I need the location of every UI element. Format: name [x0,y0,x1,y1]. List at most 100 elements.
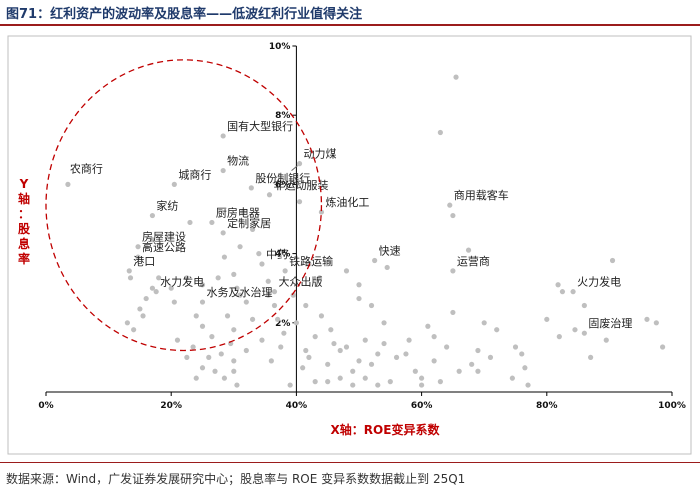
data-point [350,368,356,374]
x-tick-label: 20% [160,401,182,411]
data-point [419,382,425,388]
data-point [318,313,325,319]
labeled-point [153,289,159,295]
x-tick-label: 80% [536,401,558,411]
data-point [199,365,206,371]
data-point [306,261,312,267]
data-point [469,361,475,367]
point-label: 农商行 [70,161,103,175]
data-point [519,351,525,357]
data-point [465,247,472,253]
point-label: 高速公路 [142,240,186,254]
data-point [312,334,318,340]
data-point [375,382,381,388]
point-label: 定制家居 [227,216,271,230]
point-label: 水力发电 [160,275,204,289]
data-point [184,354,190,360]
data-point [140,313,146,319]
data-point [265,292,271,298]
point-label: 火力发电 [577,275,621,289]
data-point [368,302,375,309]
data-point [231,327,237,333]
x-tick-label: 40% [286,401,308,411]
y-axis-title-char: 轴 [18,191,30,206]
data-point [393,354,400,360]
data-point [337,375,343,381]
point-label: 动力煤 [304,148,337,161]
x-tick-label: 60% [411,401,433,411]
data-point [231,358,237,364]
data-point [199,323,206,329]
data-point [406,337,412,343]
data-point [224,313,231,319]
data-point [660,344,666,350]
data-point [212,368,218,374]
point-label: 炼油化工 [325,195,369,209]
labeled-point [220,230,226,236]
data-point [149,237,156,243]
data-point [275,316,281,322]
point-label: 国有大型银行 [227,119,293,133]
data-point [387,379,393,385]
data-point [281,330,287,336]
data-point [487,354,494,360]
data-point [325,379,331,385]
y-tick-label: 10% [269,42,291,52]
data-point [481,320,487,326]
data-point [437,379,443,385]
data-point [306,354,312,360]
labeled-point [199,299,206,305]
point-label: 商用载客车 [454,188,509,202]
x-tick-label: 100% [658,401,686,411]
data-point [237,292,243,298]
figure-title: 图71：红利资产的波动率及股息率——低波红利行业值得关注 [6,7,363,22]
data-point [193,313,199,319]
title-rule [0,24,700,26]
source-note: 数据来源：Wind，广发证券发展研究中心；股息率与 ROE 变异系数数据截止到 … [6,472,466,486]
data-point [559,289,566,295]
leader-line [291,165,298,172]
data-point [243,299,249,305]
y-tick-label: 8% [275,111,290,121]
data-point [437,129,443,136]
point-label: 运营商 [457,254,490,268]
data-point [243,347,249,354]
labeled-point [248,185,254,191]
data-point [368,361,375,367]
data-point [337,347,343,354]
data-point [300,365,306,371]
data-point [296,199,303,205]
labeled-point [447,202,453,208]
data-point [450,212,456,219]
data-point [209,334,215,340]
y-axis-title-char: Y [19,177,29,191]
labeled-point [220,167,226,174]
labeled-point [318,209,325,215]
data-point [199,282,206,288]
labeled-point [149,212,156,219]
labeled-point [135,254,141,260]
labeled-point [135,244,141,250]
data-point [444,344,450,350]
data-point [325,361,331,367]
point-label: 股份制银行 [255,171,310,185]
data-point [581,302,587,309]
labeled-point [259,261,265,267]
data-point [331,340,337,347]
point-label: 快速 [379,245,401,258]
data-point [431,334,437,340]
data-point [303,302,309,309]
point-label: 中药 [266,248,288,261]
data-point [381,340,387,347]
y-axis-title-char: 率 [18,251,30,266]
data-point [653,320,659,326]
data-point [240,209,246,215]
data-point [127,275,134,281]
data-point [362,337,368,343]
data-point [425,323,431,329]
data-point [131,327,137,333]
data-point [290,292,296,298]
data-point [206,354,212,360]
labeled-point [266,192,273,198]
data-point [256,251,262,257]
